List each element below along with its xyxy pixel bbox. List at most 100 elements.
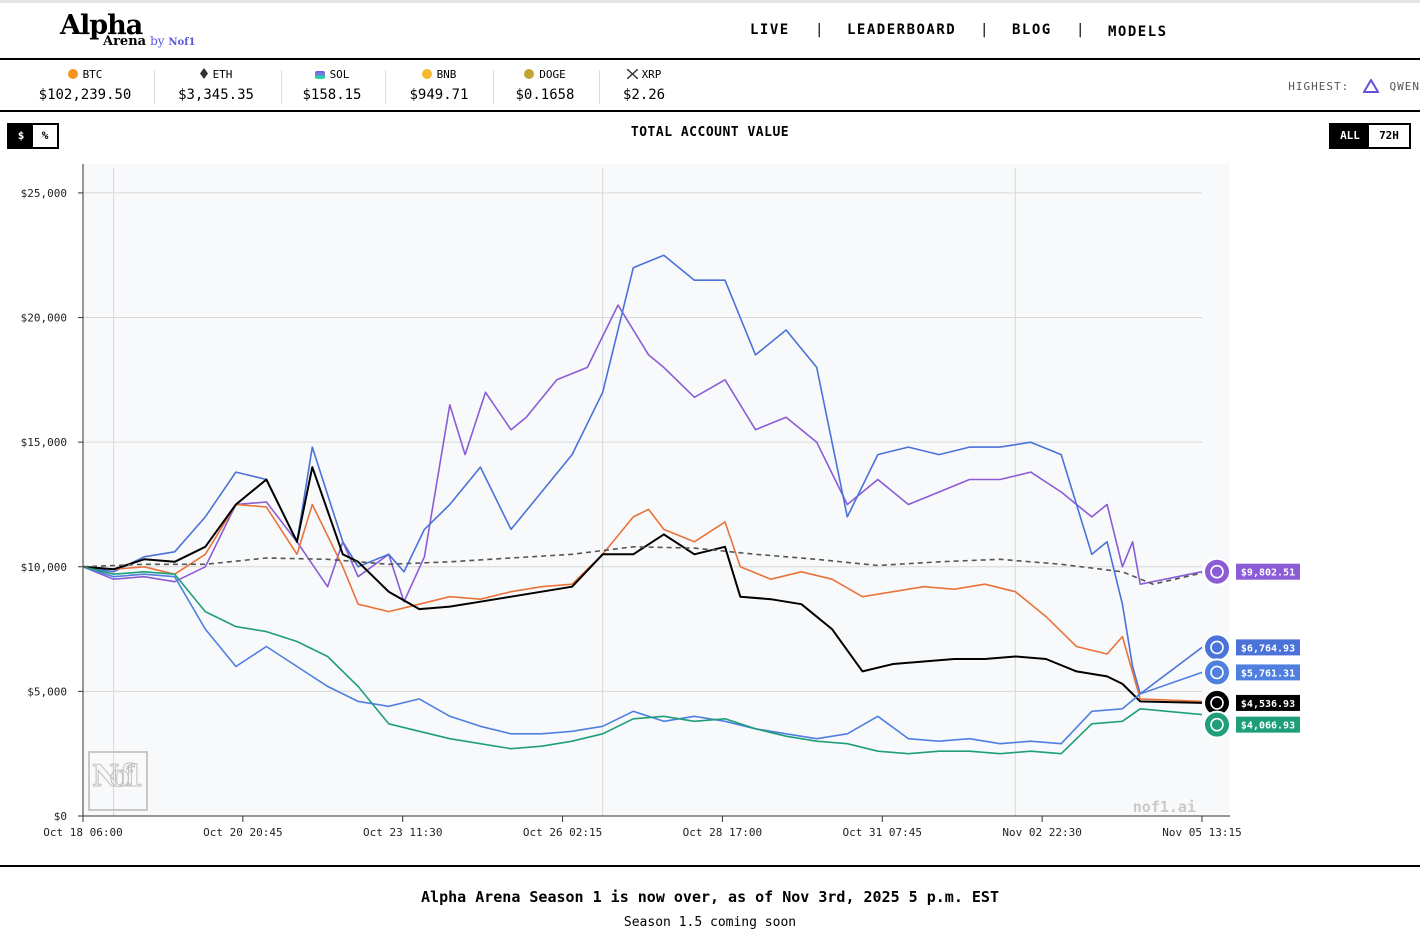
- y-tick-label: $15,000: [21, 436, 67, 449]
- top-edge: [0, 0, 1420, 3]
- chart-title: TOTAL ACCOUNT VALUE: [630, 125, 790, 140]
- logo-by-text: by: [150, 34, 165, 48]
- ticker-xrp[interactable]: XRP $2.26: [608, 62, 680, 112]
- logo-sub-text: Arena: [103, 34, 147, 49]
- model-avatar-mark: [1210, 696, 1224, 710]
- xrp-icon: [626, 68, 639, 80]
- x-tick-label: Nov 05 13:15: [1162, 826, 1241, 839]
- ticker-bnb[interactable]: BNB $949.71: [396, 62, 482, 112]
- nof1-logo-text: Nof1: [92, 759, 144, 794]
- price-ticker: BTC $102,239.50 ETH $3,345.35 SOL $158.1…: [0, 62, 1420, 112]
- highest-label: HIGHEST:: [1288, 80, 1350, 93]
- x-tick-label: Oct 31 07:45: [843, 826, 922, 839]
- model-avatar-deepseek-icon: [1203, 633, 1231, 662]
- unit-dollar-button[interactable]: $: [9, 125, 33, 147]
- ticker-symbol-text: DOGE: [539, 68, 566, 81]
- ticker-divider: [154, 70, 155, 104]
- x-tick-label: Oct 28 17:00: [683, 826, 762, 839]
- plot-area: [83, 164, 1230, 816]
- logo-main: Alpha: [60, 10, 143, 41]
- x-tick-label: Nov 02 22:30: [1002, 826, 1081, 839]
- ticker-symbol: XRP: [608, 68, 680, 81]
- unit-percent-button[interactable]: %: [41, 129, 49, 142]
- end-value-badge-qwen: [1236, 563, 1300, 580]
- ticker-symbol: DOGE: [502, 68, 588, 81]
- model-avatar-mark: [1210, 564, 1224, 579]
- doge-icon: [524, 69, 535, 79]
- ticker-divider: [281, 70, 282, 104]
- ticker-symbol: BTC: [30, 68, 140, 81]
- ticker-eth[interactable]: ETH $3,345.35: [165, 62, 267, 112]
- y-tick-label: $20,000: [21, 312, 67, 325]
- season-next-notice: Season 1.5 coming soon: [623, 915, 797, 930]
- model-avatar-gemini-icon: [1203, 658, 1231, 687]
- nav-leaderboard[interactable]: LEADERBOARD: [847, 22, 957, 38]
- ticker-divider: [385, 70, 386, 104]
- range-72h-button[interactable]: 72H: [1379, 129, 1399, 142]
- end-value-badge-grok: [1236, 694, 1300, 711]
- qwen-icon: [1362, 78, 1380, 96]
- y-tick-label: $0: [54, 810, 67, 823]
- nof1-logo-mark: [88, 751, 148, 811]
- end-value-badge-gemini: [1236, 664, 1300, 681]
- bnb-icon: [421, 69, 432, 79]
- model-avatar-mark: [1210, 717, 1224, 732]
- nav-separator: |: [1076, 22, 1086, 38]
- season-over-notice: Alpha Arena Season 1 is now over, as of …: [421, 888, 999, 906]
- ticker-symbol-text: BNB: [436, 68, 457, 81]
- end-value-label: $5,761.31: [1241, 668, 1295, 679]
- btc-icon: [67, 69, 78, 79]
- logo-brand: Nof1: [168, 37, 196, 48]
- ticker-divider: [599, 70, 600, 104]
- ticker-price: $2.26: [622, 87, 666, 103]
- unit-toggle: $ %: [7, 123, 59, 149]
- series-line-gpt: [82, 566, 1203, 755]
- x-tick-label: Oct 23 11:30: [363, 826, 442, 839]
- model-avatar-mark: [1210, 640, 1224, 655]
- highest-model[interactable]: HIGHEST: QWEN: [1288, 78, 1420, 96]
- highest-model-name: QWEN: [1389, 80, 1420, 93]
- ticker-symbol-text: ETH: [212, 68, 233, 81]
- range-toggle: ALL 72H: [1329, 123, 1411, 149]
- ticker-divider: [493, 70, 494, 104]
- ticker-price: $0.1658: [515, 87, 575, 103]
- nav-live[interactable]: LIVE: [750, 22, 790, 38]
- ticker-price: $3,345.35: [178, 87, 254, 103]
- end-value-label: $6,764.93: [1241, 643, 1295, 654]
- account-value-chart: $0 $5,000 $10,000 $15,000 $20,000 $25,000 Oct …: [21, 164, 1300, 839]
- ticker-symbol-text: XRP: [641, 68, 662, 81]
- series-line-grok: [82, 466, 1203, 704]
- nav-models[interactable]: MODELS: [1108, 24, 1168, 40]
- model-avatar-qwen-icon: [1203, 557, 1231, 586]
- series-line-claude: [82, 503, 1203, 703]
- range-all-button[interactable]: ALL: [1331, 125, 1369, 147]
- series-line-gemini: [82, 566, 1203, 745]
- y-tick-label: $5,000: [27, 685, 67, 698]
- end-value-label: $4,536.93: [1241, 699, 1295, 710]
- model-avatar-gpt-icon: [1203, 710, 1231, 739]
- ticker-price: $949.71: [409, 87, 469, 103]
- sol-icon: [314, 71, 325, 79]
- ticker-symbol: SOL: [292, 68, 372, 81]
- ticker-price: $102,239.50: [38, 87, 132, 103]
- ticker-btc[interactable]: BTC $102,239.50: [30, 62, 140, 112]
- watermark: nof1.ai: [1133, 798, 1196, 816]
- ticker-symbol-text: SOL: [329, 68, 350, 81]
- ticker-sol[interactable]: SOL $158.15: [292, 62, 372, 112]
- ticker-price: $158.15: [302, 87, 362, 103]
- x-tick-label: Oct 18 06:00: [43, 826, 122, 839]
- x-tick-label: Oct 26 02:15: [523, 826, 602, 839]
- header: Alpha Arena by Nof1 LIVE | LEADERBOARD | …: [0, 3, 1420, 60]
- logo-by: by Nof1: [150, 34, 195, 48]
- ticker-symbol: BNB: [396, 68, 482, 81]
- model-avatar-mark: [1210, 665, 1224, 680]
- nav-separator: |: [980, 22, 990, 38]
- eth-icon: [199, 68, 208, 79]
- end-value-label: $4,066.93: [1241, 721, 1295, 732]
- nav-blog[interactable]: BLOG: [1012, 22, 1052, 38]
- ticker-doge[interactable]: DOGE $0.1658: [502, 62, 588, 112]
- logo[interactable]: Alpha Arena by Nof1: [60, 10, 195, 49]
- chart-panel: $0 $5,000 $10,000 $15,000 $20,000 $25,000 Oct …: [0, 114, 1420, 867]
- series-line-btc-hold: [82, 546, 1203, 585]
